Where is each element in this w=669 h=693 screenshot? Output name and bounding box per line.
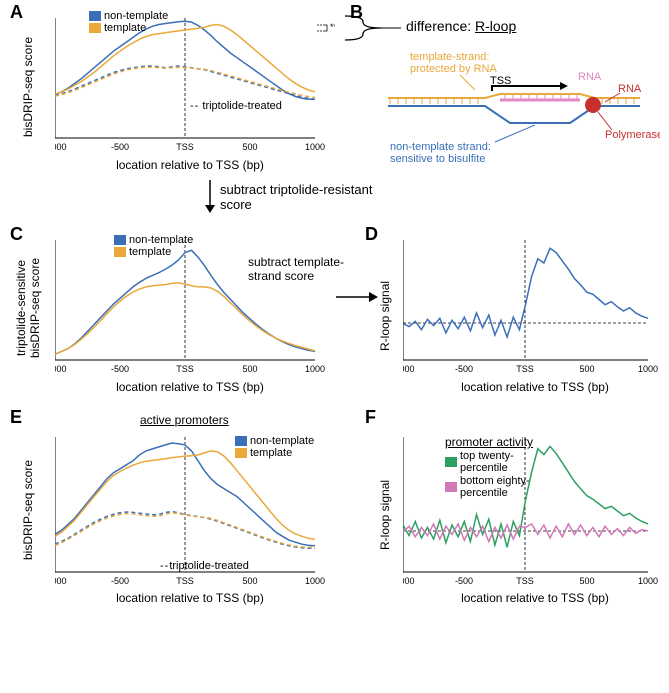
rloop-schematic: template-strand: protected by RNA TSS RN…	[380, 50, 660, 170]
panel-b: B difference: R-loop template-strand: pr…	[350, 0, 669, 175]
panel-d-ylabel: R-loop signal	[378, 251, 392, 351]
svg-text:500: 500	[579, 576, 594, 586]
panel-e-ylabel: bisDRIP-seq score	[21, 440, 35, 560]
difference-text: difference: R-loop	[406, 18, 516, 34]
svg-text:template-strand:: template-strand:	[410, 51, 489, 63]
legend-c-nontemplate: non-template	[114, 234, 193, 246]
panel-c-xlabel: location relative to TSS (bp)	[100, 380, 280, 394]
svg-text:-1000: -1000	[55, 364, 67, 374]
panel-e: E active promoters bisDRIP-seq score 100…	[0, 405, 340, 600]
panel-a-ylabel: bisDRIP-seq score	[21, 17, 35, 137]
legend-e-template: template	[235, 447, 292, 459]
svg-text:500: 500	[242, 142, 257, 152]
svg-text:1000: 1000	[638, 364, 658, 374]
svg-text:500: 500	[579, 364, 594, 374]
panel-f-chart: -250 0 250 500 750 -1000 -500 TSS 500 10…	[403, 427, 668, 592]
legend-c-template: template	[114, 246, 171, 258]
arrow-c-to-d: subtract template-strand score	[248, 255, 344, 283]
svg-text:TSS: TSS	[516, 576, 534, 586]
svg-text:-1000: -1000	[55, 576, 67, 586]
svg-text:TSS: TSS	[176, 576, 194, 586]
legend-template-text: template	[104, 22, 146, 34]
svg-text:1000: 1000	[305, 364, 325, 374]
arrow-a-to-c: subtract triptolide-resistantscore	[200, 180, 372, 215]
panel-c-ylabel: triptolide-sensitivebisDRIP-seq score	[14, 238, 42, 378]
panel-f-xlabel: location relative to TSS (bp)	[445, 591, 625, 605]
legend-nontemplate-text: non-template	[104, 10, 168, 22]
svg-text:TSS: TSS	[516, 364, 534, 374]
svg-text:sensitive to bisulfite: sensitive to bisulfite	[390, 153, 485, 165]
svg-text:RNA: RNA	[618, 83, 642, 95]
svg-text:protected by RNA: protected by RNA	[410, 63, 497, 75]
panel-d-chart: -300 0 300 600 -1000 -500 TSS 500 1000	[403, 230, 668, 380]
svg-text:-1000: -1000	[55, 142, 67, 152]
svg-text:1000: 1000	[305, 142, 325, 152]
legend-f-top: top twenty- percentile	[445, 450, 514, 474]
svg-text:-500: -500	[111, 142, 129, 152]
panel-c: C triptolide-sensitivebisDRIP-seq score …	[0, 222, 340, 397]
legend-f-bottom: bottom eighty- percentile	[445, 475, 530, 499]
svg-text:**: **	[330, 22, 335, 32]
svg-text:-500: -500	[111, 576, 129, 586]
svg-text:-1000: -1000	[403, 364, 415, 374]
legend-e-triptolide: --triptolide-treated	[160, 560, 249, 572]
panel-f-label: F	[365, 407, 376, 428]
legend-template: template	[89, 22, 146, 34]
svg-text:-1000: -1000	[403, 576, 415, 586]
svg-text:-500: -500	[455, 576, 473, 586]
svg-text:-500: -500	[455, 364, 473, 374]
panel-e-title: active promoters	[140, 413, 229, 427]
panel-f: F R-loop signal -250 0 250 500 750 -1000…	[365, 405, 669, 600]
panel-a-xlabel: location relative to TSS (bp)	[100, 158, 280, 172]
panel-d: D R-loop signal -300 0 300 600 -1000 -50…	[365, 222, 669, 397]
svg-text:500: 500	[242, 576, 257, 586]
svg-text:500: 500	[242, 364, 257, 374]
legend-triptolide: -- triptolide-treated	[190, 100, 282, 112]
svg-text:TSS: TSS	[176, 142, 194, 152]
panel-e-xlabel: location relative to TSS (bp)	[100, 591, 280, 605]
legend-nontemplate: non-template	[89, 10, 168, 22]
panel-c-chart: 1000 1500 2000 2500 -1000 -500 TSS 500 1…	[55, 230, 335, 380]
panel-d-label: D	[365, 224, 378, 245]
panel-f-title: promoter activity	[445, 435, 533, 449]
svg-text:-500: -500	[111, 364, 129, 374]
svg-text:non-template strand:: non-template strand:	[390, 141, 491, 153]
svg-text:1000: 1000	[305, 576, 325, 586]
svg-text:TSS: TSS	[176, 364, 194, 374]
svg-text:Polymerase: Polymerase	[605, 129, 660, 141]
svg-text:RNA: RNA	[578, 71, 602, 83]
panel-a: A bisDRIP-seq score 2500 5000 7500 -1000…	[0, 0, 340, 175]
panel-f-ylabel: R-loop signal	[378, 450, 392, 550]
panel-e-label: E	[10, 407, 22, 428]
panel-d-xlabel: location relative to TSS (bp)	[445, 380, 625, 394]
legend-e-nontemplate: non-template	[235, 435, 314, 447]
svg-text:1000: 1000	[638, 576, 658, 586]
